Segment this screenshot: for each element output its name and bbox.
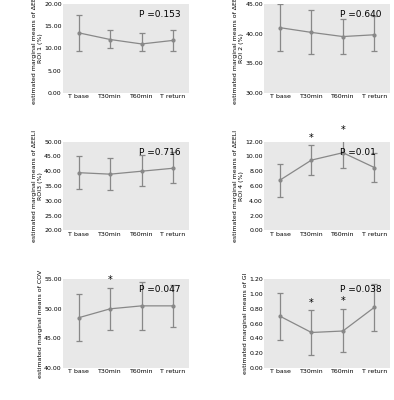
Y-axis label: estimated marginal means of GI: estimated marginal means of GI [243, 273, 248, 374]
Text: P =0.640: P =0.640 [340, 10, 381, 19]
Text: P =0.716: P =0.716 [139, 148, 180, 157]
Text: P =0.01: P =0.01 [340, 148, 375, 157]
Text: *: * [340, 125, 345, 135]
Text: P =0.153: P =0.153 [139, 10, 180, 19]
Y-axis label: estimated marginal means of ΔEELI
ROI 2 (%): estimated marginal means of ΔEELI ROI 2 … [233, 0, 244, 104]
Y-axis label: estimated marginal means of ΔEELI
ROI 4 (%): estimated marginal means of ΔEELI ROI 4 … [233, 130, 244, 242]
Text: *: * [340, 296, 345, 306]
Text: P =0.047: P =0.047 [139, 286, 180, 294]
Text: *: * [309, 298, 314, 308]
Text: *: * [108, 276, 113, 286]
Y-axis label: estimated marginal means of ΔEELI
ROI3 (%): estimated marginal means of ΔEELI ROI3 (… [32, 130, 43, 242]
Text: *: * [309, 133, 314, 143]
Y-axis label: estimated marginal means of ΔEELI
ROI 1 (%): estimated marginal means of ΔEELI ROI 1 … [32, 0, 43, 104]
Text: P =0.038: P =0.038 [340, 286, 381, 294]
Y-axis label: estimated marginal means of COV: estimated marginal means of COV [38, 270, 43, 378]
